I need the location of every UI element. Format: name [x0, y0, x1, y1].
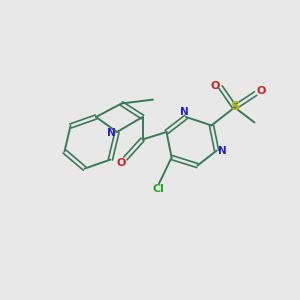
Text: O: O — [210, 80, 220, 91]
Text: S: S — [231, 100, 241, 113]
Text: N: N — [107, 128, 116, 139]
Text: N: N — [180, 107, 189, 117]
Text: O: O — [116, 158, 126, 168]
Text: N: N — [218, 146, 227, 156]
Text: O: O — [256, 86, 266, 96]
Text: Cl: Cl — [152, 184, 164, 194]
